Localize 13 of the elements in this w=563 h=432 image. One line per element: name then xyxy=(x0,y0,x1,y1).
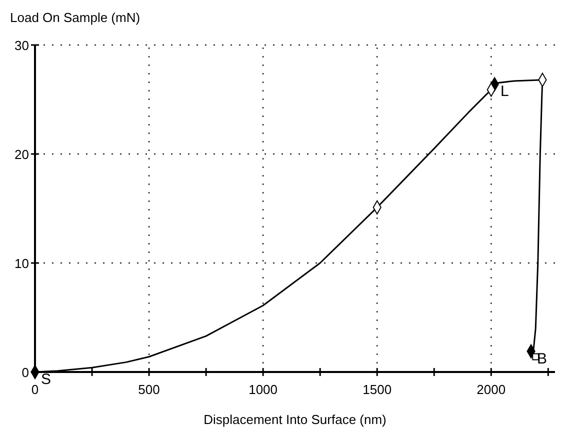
annotation: L xyxy=(500,83,509,100)
x-tick-label: 1000 xyxy=(248,382,278,397)
x-tick-label: 500 xyxy=(138,382,160,397)
y-axis-title: Load On Sample (mN) xyxy=(10,10,140,25)
x-axis-title: Displacement Into Surface (nm) xyxy=(204,412,386,427)
y-tick-label: 10 xyxy=(14,256,29,271)
y-tick-label: 20 xyxy=(14,147,29,162)
y-tick-label: 30 xyxy=(14,38,29,53)
annotation: S xyxy=(41,371,52,388)
x-tick-label: 1500 xyxy=(362,382,392,397)
x-tick-label: 2000 xyxy=(476,382,506,397)
y-tick-label: 0 xyxy=(22,365,29,380)
x-tick-label: 0 xyxy=(31,382,39,397)
